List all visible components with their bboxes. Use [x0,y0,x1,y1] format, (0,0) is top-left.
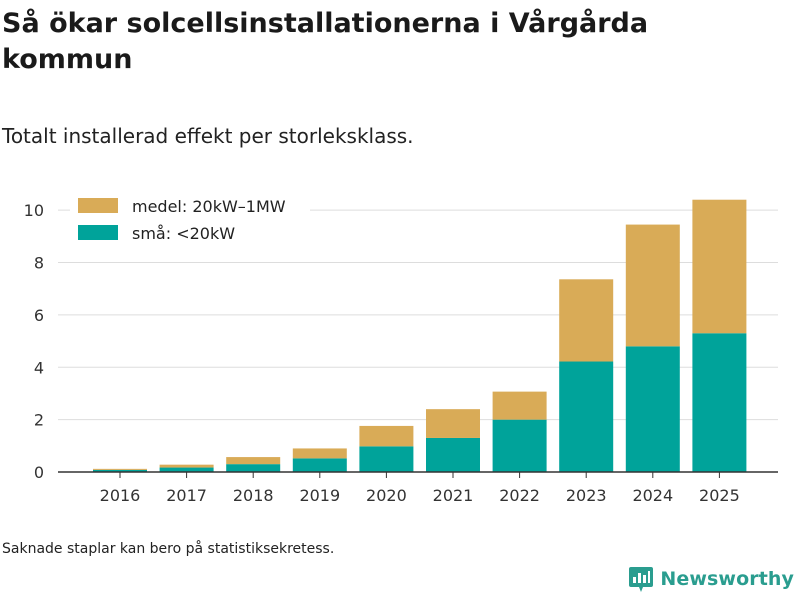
y-tick-label-10: 10 [24,201,44,220]
legend-swatch-medel [78,198,118,213]
y-tick-label-0: 0 [34,463,44,482]
x-tick-label-2024: 2024 [632,486,673,505]
stacked-bar-chart: 0 2 4 6 8 10 2016 2017 2018 2019 2020 2021 2022 2023 2… [24,192,778,505]
chart-subtitle: Totalt installerad effekt per storlekskl… [2,124,414,148]
y-tick-label-4: 4 [34,358,44,377]
x-tick-label-2016: 2016 [100,486,141,505]
bar-2018-medel [226,457,281,465]
bar-2017-sma [159,467,214,472]
bar-2019-sma [292,458,347,472]
bar-2017-medel [159,464,214,468]
chart-title: Så ökar solcellsinstallationerna i Vårgå… [2,8,649,75]
x-tick-label-2020: 2020 [366,486,407,505]
bar-2020-medel [359,425,414,447]
bar-2024-sma [625,346,680,472]
bar-2021-sma [426,437,480,472]
x-tick-label-2025: 2025 [699,486,740,505]
x-tick-label-2023: 2023 [566,486,607,505]
bar-2023-sma [559,361,614,472]
bar-2021-medel [426,409,480,438]
brand-name: Newsworthy [660,568,794,590]
x-tick-label-2021: 2021 [433,486,474,505]
x-tick-label-2019: 2019 [299,486,340,505]
newsworthy-logo-icon [629,567,654,592]
bar-2025-sma [692,333,747,472]
x-tick-label-2022: 2022 [499,486,540,505]
bar-2024-medel [625,224,680,347]
bar-2016-medel [93,468,147,470]
bar-2023-medel [559,279,614,362]
legend-label-medel: medel: 20kW–1MW [132,197,286,216]
bar-2019-medel [292,448,347,459]
y-tick-label-8: 8 [34,254,44,273]
y-tick-label-2: 2 [34,411,44,430]
footnote: Saknade staplar kan bero på statistiksek… [2,541,335,557]
newsworthy-logo: Newsworthy [628,564,794,594]
bar-2025-medel [692,199,747,334]
x-tick-label-2018: 2018 [233,486,274,505]
x-tick-label-2017: 2017 [166,486,207,505]
bar-2018-sma [226,464,281,472]
legend-label-sma: små: <20kW [132,224,235,243]
bar-2016-sma [93,469,147,472]
y-tick-label-6: 6 [34,306,44,325]
legend-swatch-sma [78,225,118,240]
bar-2020-sma [359,446,414,472]
bar-2022-sma [492,419,547,472]
bar-2022-medel [492,391,547,420]
